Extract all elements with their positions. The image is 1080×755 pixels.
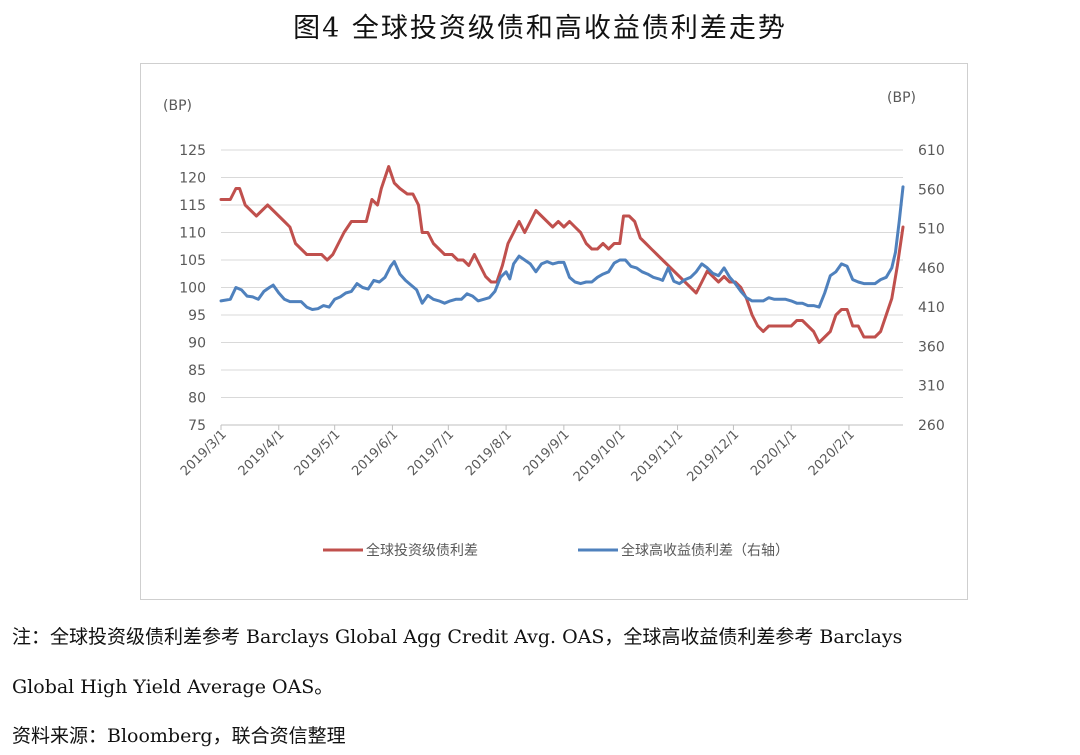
legend-label-hy: 全球高收益债利差（右轴） <box>621 542 789 559</box>
left-tick-label: 90 <box>188 336 206 352</box>
x-tick-label: 2019/7/1 <box>405 427 457 479</box>
x-tick-label: 2019/9/1 <box>521 427 573 479</box>
right-tick-label: 560 <box>918 182 945 198</box>
x-tick-label: 2019/11/1 <box>629 427 687 485</box>
x-tick-label: 2019/4/1 <box>236 427 288 479</box>
x-tick-label: 2019/12/1 <box>685 427 743 485</box>
right-tick-label: 310 <box>918 379 945 395</box>
right-tick-label: 410 <box>918 300 945 316</box>
right-tick-label: 260 <box>918 418 945 434</box>
right-axis-ticks: 610 560 510 460 410 360 310 260 <box>918 143 945 434</box>
right-axis-unit: (BP) <box>887 90 916 106</box>
left-tick-label: 80 <box>188 391 206 407</box>
line-chart: 125 120 115 110 105 100 95 90 85 80 75 610 560 510 46… <box>163 90 945 559</box>
left-tick-label: 95 <box>188 308 206 324</box>
right-tick-label: 510 <box>918 222 945 238</box>
left-tick-label: 115 <box>179 198 206 214</box>
left-tick-label: 125 <box>179 143 206 159</box>
figure-title: 图4 全球投资级债和高收益债利差走势 <box>293 13 787 44</box>
source-note: 资料来源：Bloomberg，联合资信整理 <box>12 725 346 747</box>
x-tick-label: 2019/5/1 <box>292 427 344 479</box>
left-tick-label: 110 <box>179 226 206 242</box>
left-tick-label: 85 <box>188 363 206 379</box>
right-tick-label: 460 <box>918 261 945 277</box>
left-axis-ticks: 125 120 115 110 105 100 95 90 85 80 75 <box>179 143 206 434</box>
x-axis-ticks: 2019/3/1 2019/4/1 2019/5/1 2019/6/1 2019/7/1… <box>178 424 903 485</box>
gridlines <box>221 149 903 426</box>
x-tick-label: 2019/8/1 <box>463 427 515 479</box>
legend: 全球投资级债利差 全球高收益债利差（右轴） <box>323 542 789 559</box>
left-tick-label: 75 <box>188 418 206 434</box>
series-line-investment-grade <box>219 165 905 344</box>
left-tick-label: 100 <box>179 281 206 297</box>
legend-label-ig: 全球投资级债利差 <box>366 542 478 559</box>
series-line-high-yield <box>219 185 905 311</box>
left-tick-label: 105 <box>179 253 206 269</box>
x-tick-label: 2019/6/1 <box>349 427 401 479</box>
right-tick-label: 610 <box>918 143 945 159</box>
x-tick-label: 2020/2/1 <box>806 427 858 479</box>
note-line-1: 注：全球投资级债利差参考 Barclays Global Agg Credit … <box>12 626 903 648</box>
left-axis-unit: (BP) <box>163 98 192 114</box>
right-tick-label: 360 <box>918 339 945 355</box>
chart-frame: 125 120 115 110 105 100 95 90 85 80 75 610 560 510 46… <box>140 63 968 600</box>
x-tick-label: 2019/10/1 <box>571 427 629 485</box>
note-line-2: Global High Yield Average OAS。 <box>12 676 334 698</box>
series-lines <box>219 165 905 344</box>
left-tick-label: 120 <box>179 171 206 187</box>
x-tick-label: 2020/1/1 <box>748 427 800 479</box>
x-tick-label: 2019/3/1 <box>178 427 230 479</box>
